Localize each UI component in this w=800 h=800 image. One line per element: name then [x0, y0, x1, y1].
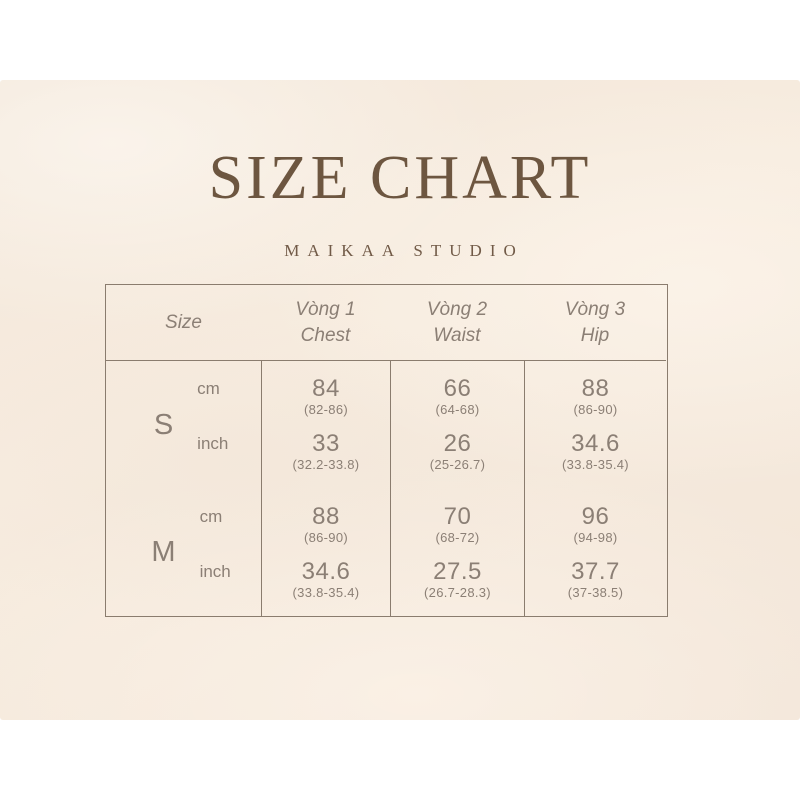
s-hip-cm-range: (86-90): [573, 402, 618, 418]
waist-column: 66 (64-68) 26 (25-26.7) 70 (68-72) 27.5: [390, 361, 524, 616]
column-header-chest-vi: Vòng 1: [295, 298, 356, 320]
column-header-hip: Vòng 3 Hip: [524, 285, 666, 361]
chest-s-block: 84 (82-86) 33 (32.2-33.8): [262, 361, 390, 489]
column-header-hip-en: Hip: [580, 324, 610, 346]
page-title: SIZE CHART: [208, 144, 592, 212]
s-waist-cm-range: (64-68): [435, 402, 480, 418]
unit-labels-m: cm inch: [200, 504, 244, 601]
column-header-chest: Vòng 1 Chest: [261, 285, 390, 361]
measurement-s-chest-inch: 33 (32.2-33.8): [262, 431, 390, 473]
m-chest-cm-value: 88: [312, 502, 340, 530]
m-hip-inch-value: 37.7: [571, 557, 620, 585]
s-waist-inch-value: 26: [443, 430, 472, 458]
s-chest-cm-value: 84: [312, 375, 340, 403]
s-waist-inch-range: (25-26.7): [429, 457, 486, 473]
measurement-m-chest-inch: 34.6 (33.8-35.4): [262, 557, 390, 601]
column-header-waist: Vòng 2 Waist: [390, 285, 524, 361]
column-header-waist-vi: Vòng 2: [426, 298, 488, 320]
m-hip-cm-value: 96: [581, 502, 610, 530]
s-waist-cm-value: 66: [443, 375, 472, 403]
measurement-s-hip-inch: 34.6 (33.8-35.4): [525, 431, 666, 473]
column-header-waist-en: Waist: [433, 324, 481, 346]
s-chest-inch-range: (32.2-33.8): [292, 457, 360, 473]
chest-m-block: 88 (86-90) 34.6 (33.8-35.4): [262, 489, 390, 617]
size-label-m: M: [151, 536, 176, 569]
m-waist-cm-range: (68-72): [435, 529, 480, 545]
m-waist-inch-value: 27.5: [433, 557, 482, 585]
m-waist-inch-range: (26.7-28.3): [424, 584, 491, 600]
s-chest-cm-range: (82-86): [303, 402, 348, 418]
measurement-s-waist-inch: 26 (25-26.7): [391, 431, 524, 473]
size-table: Size Vòng 1 Chest Vòng 2 Waist Vòng 3 Hi…: [105, 284, 668, 617]
column-header-size-label: Size: [165, 311, 202, 333]
unit-label-cm: cm: [197, 379, 220, 399]
measurement-m-waist-cm: 70 (68-72): [391, 502, 524, 546]
m-hip-cm-range: (94-98): [573, 529, 618, 545]
m-waist-cm-value: 70: [443, 502, 472, 530]
s-hip-cm-value: 88: [581, 375, 610, 403]
measurement-m-chest-cm: 88 (86-90): [262, 502, 390, 546]
brand-subtitle: MAIKAA STUDIO: [284, 241, 524, 260]
s-hip-inch-range: (33.8-35.4): [562, 457, 629, 473]
m-chest-inch-range: (33.8-35.4): [292, 584, 360, 600]
m-chest-cm-range: (86-90): [303, 529, 348, 545]
unit-label-cm: cm: [199, 506, 223, 526]
measurement-s-waist-cm: 66 (64-68): [391, 376, 524, 418]
measurement-m-hip-inch: 37.7 (37-38.5): [525, 557, 666, 601]
m-hip-inch-range: (37-38.5): [567, 584, 624, 600]
unit-label-inch: inch: [197, 434, 229, 454]
size-row-m: M cm inch: [106, 489, 261, 617]
measurement-s-hip-cm: 88 (86-90): [525, 376, 666, 418]
size-label-s: S: [153, 408, 174, 441]
measurement-m-hip-cm: 96 (94-98): [525, 502, 666, 546]
column-header-size: Size: [106, 285, 261, 361]
hip-s-block: 88 (86-90) 34.6 (33.8-35.4): [525, 361, 666, 489]
unit-labels-s: cm inch: [197, 376, 241, 473]
chest-column: 84 (82-86) 33 (32.2-33.8) 88 (86-90) 34.…: [261, 361, 390, 616]
fabric-backdrop: SIZE CHART MAIKAA STUDIO Size Vòng 1 Che…: [0, 80, 800, 720]
column-header-chest-en: Chest: [300, 324, 351, 346]
size-row-s: S cm inch: [106, 361, 261, 489]
column-header-hip-vi: Vòng 3: [564, 298, 626, 320]
hip-m-block: 96 (94-98) 37.7 (37-38.5): [525, 489, 666, 617]
waist-s-block: 66 (64-68) 26 (25-26.7): [391, 361, 524, 489]
s-chest-inch-value: 33: [312, 430, 340, 458]
size-column: S cm inch M cm inch: [106, 361, 261, 616]
m-chest-inch-value: 34.6: [301, 557, 351, 585]
s-hip-inch-value: 34.6: [571, 430, 620, 458]
unit-label-inch: inch: [199, 561, 231, 581]
measurement-s-chest-cm: 84 (82-86): [262, 376, 390, 418]
measurement-m-waist-inch: 27.5 (26.7-28.3): [391, 557, 524, 601]
hip-column: 88 (86-90) 34.6 (33.8-35.4) 96 (94-98) 3…: [524, 361, 666, 616]
waist-m-block: 70 (68-72) 27.5 (26.7-28.3): [391, 489, 524, 617]
